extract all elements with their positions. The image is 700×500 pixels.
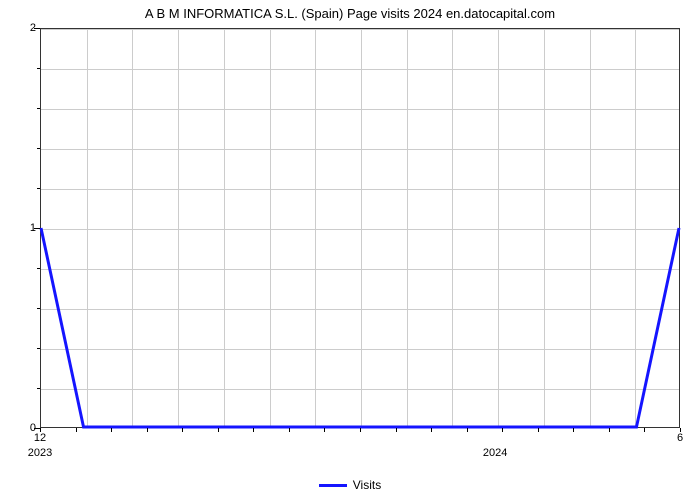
x-minor-tick	[40, 428, 41, 432]
x-minor-tick	[573, 428, 574, 432]
x-minor-tick	[360, 428, 361, 432]
x-minor-tick	[182, 428, 183, 432]
x-minor-tick	[467, 428, 468, 432]
y-minor-tick	[37, 308, 40, 309]
x-minor-tick	[644, 428, 645, 432]
y-minor-tick	[37, 148, 40, 149]
x-minor-tick	[396, 428, 397, 432]
y-minor-tick	[37, 348, 40, 349]
y-minor-tick	[37, 388, 40, 389]
x-minor-tick	[324, 428, 325, 432]
x-minor-tick	[502, 428, 503, 432]
x-year-label: 2024	[483, 447, 507, 459]
x-minor-tick	[111, 428, 112, 432]
y-tick	[34, 228, 40, 229]
x-tick-label: 6	[677, 432, 683, 444]
chart-title: A B M INFORMATICA S.L. (Spain) Page visi…	[0, 6, 700, 21]
x-minor-tick	[431, 428, 432, 432]
x-year-label: 2023	[28, 447, 52, 459]
y-minor-tick	[37, 188, 40, 189]
x-minor-tick	[538, 428, 539, 432]
legend-label: Visits	[353, 478, 381, 492]
x-minor-tick	[289, 428, 290, 432]
x-minor-tick	[147, 428, 148, 432]
legend: Visits	[0, 478, 700, 492]
series-line	[41, 29, 679, 427]
y-minor-tick	[37, 108, 40, 109]
x-minor-tick	[253, 428, 254, 432]
x-minor-tick	[218, 428, 219, 432]
x-minor-tick	[76, 428, 77, 432]
x-tick-label: 12	[34, 432, 46, 444]
y-minor-tick	[37, 268, 40, 269]
x-minor-tick	[680, 428, 681, 432]
y-tick	[34, 28, 40, 29]
x-minor-tick	[609, 428, 610, 432]
visits-chart: A B M INFORMATICA S.L. (Spain) Page visi…	[0, 0, 700, 500]
y-minor-tick	[37, 68, 40, 69]
legend-swatch	[319, 484, 347, 487]
plot-area	[40, 28, 680, 428]
